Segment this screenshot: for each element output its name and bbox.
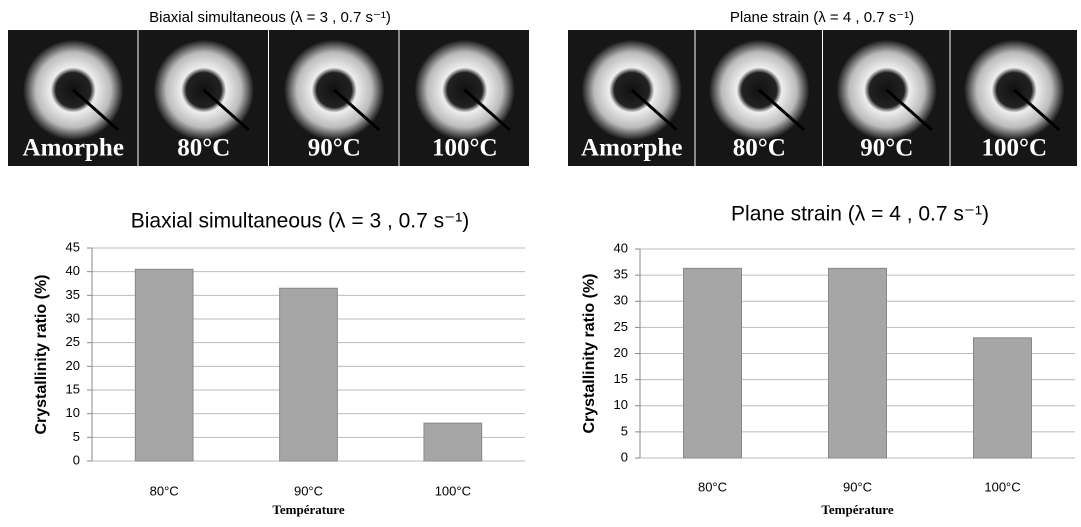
bar xyxy=(683,267,742,459)
y-tick-label: 5 xyxy=(621,423,628,438)
beam-stop xyxy=(758,88,806,132)
beam-stop xyxy=(885,88,933,132)
y-tick-label: 40 xyxy=(66,263,80,278)
y-tick-label: 25 xyxy=(614,319,628,334)
tile-label: 100°C xyxy=(981,135,1047,162)
tile-label: 90°C xyxy=(860,135,913,162)
y-tick-label: 15 xyxy=(66,381,80,396)
bar xyxy=(279,287,338,462)
tile-label: Amorphe xyxy=(581,135,682,162)
tile-label: Amorphe xyxy=(23,135,124,162)
tile-label: 100°C xyxy=(432,135,498,162)
beam-stop xyxy=(463,88,511,132)
strip-title: Plane strain (λ = 4 , 0.7 s⁻¹) xyxy=(730,9,914,26)
y-tick-label: 0 xyxy=(621,449,628,464)
y-tick-label: 45 xyxy=(66,239,80,254)
y-tick-label: 10 xyxy=(66,405,80,420)
y-tick-label: 30 xyxy=(614,293,628,308)
beam-stop xyxy=(202,88,250,132)
tile-label: 80°C xyxy=(177,135,230,162)
y-tick-label: 20 xyxy=(614,345,628,360)
y-tick-label: 40 xyxy=(614,240,628,255)
tile-label: 90°C xyxy=(308,135,361,162)
y-tick-label: 15 xyxy=(614,371,628,386)
x-tick-label: 90°C xyxy=(294,483,323,498)
bar xyxy=(134,268,194,462)
y-tick-label: 30 xyxy=(66,310,80,325)
bar xyxy=(973,337,1032,459)
y-tick-label: 0 xyxy=(73,452,80,467)
bar xyxy=(423,422,483,462)
chart-title: Plane strain (λ = 4 , 0.7 s⁻¹) xyxy=(731,203,989,226)
y-tick-label: 25 xyxy=(66,334,80,349)
y-axis-label: Crystallinity ratio (%) xyxy=(33,274,50,434)
beam-stop xyxy=(1013,88,1061,132)
x-tick-label: 80°C xyxy=(698,479,727,494)
beam-stop xyxy=(333,88,381,132)
bar xyxy=(828,267,887,459)
x-axis-label: Température xyxy=(272,502,344,517)
y-tick-label: 35 xyxy=(66,287,80,302)
x-tick-label: 90°C xyxy=(843,479,872,494)
y-tick-label: 5 xyxy=(73,429,80,444)
tile-label: 80°C xyxy=(733,135,786,162)
x-axis-label: Température xyxy=(821,502,893,517)
x-tick-label: 80°C xyxy=(150,483,179,498)
strip-title: Biaxial simultaneous (λ = 3 , 0.7 s⁻¹) xyxy=(149,9,391,26)
x-tick-label: 100°C xyxy=(435,483,471,498)
x-tick-label: 100°C xyxy=(984,479,1020,494)
y-tick-label: 20 xyxy=(66,358,80,373)
y-axis-label: Crystallinity ratio (%) xyxy=(581,273,598,433)
y-tick-label: 10 xyxy=(614,397,628,412)
y-tick-label: 35 xyxy=(614,267,628,282)
beam-stop xyxy=(72,88,120,132)
beam-stop xyxy=(630,88,678,132)
chart-title: Biaxial simultaneous (λ = 3 , 0.7 s⁻¹) xyxy=(131,210,469,233)
